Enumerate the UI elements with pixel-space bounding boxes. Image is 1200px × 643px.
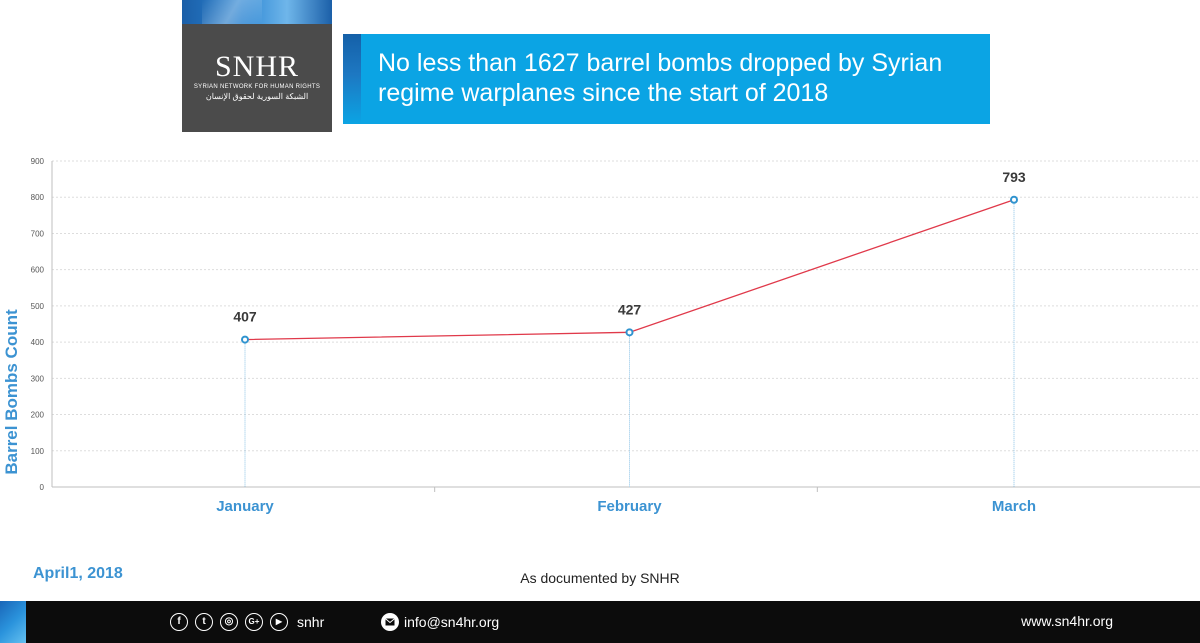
title-banner: No less than 1627 barrel bombs dropped b… — [343, 34, 990, 124]
y-tick-label: 200 — [31, 411, 45, 420]
twitter-icon[interactable]: t — [195, 613, 213, 631]
y-tick-label: 100 — [31, 447, 45, 456]
y-tick-label: 700 — [31, 229, 45, 238]
y-axis-label: Barrel Bombs Count — [2, 309, 21, 475]
logo-mark: SNHR — [214, 50, 300, 83]
y-tick-label: 0 — [40, 483, 45, 492]
snhr-logo: SNHR SYRIAN NETWORK FOR HUMAN RIGHTS الش… — [182, 0, 332, 132]
email-address[interactable]: info@sn4hr.org — [404, 614, 500, 630]
youtube-icon[interactable]: ▶ — [270, 613, 288, 631]
line-chart: 0 100 200 300 400 500 600 700 800 900 407 427 793 Jan… — [0, 140, 1200, 530]
y-tick-label: 800 — [31, 193, 45, 202]
logo-subtitle-ar: الشبكة السورية لحقوق الإنسان — [205, 92, 309, 101]
email-icon — [381, 613, 399, 631]
data-point — [1010, 195, 1018, 204]
website-link[interactable]: www.sn4hr.org — [1021, 613, 1113, 629]
email-contact[interactable]: info@sn4hr.org — [381, 611, 499, 633]
y-tick-label: 400 — [31, 338, 45, 347]
facebook-icon[interactable]: f — [170, 613, 188, 631]
data-point — [241, 335, 249, 344]
data-label: 793 — [1002, 169, 1026, 185]
y-tick-label: 300 — [31, 374, 45, 383]
y-tick-label: 600 — [31, 266, 45, 275]
data-point — [625, 328, 634, 337]
chart-headline: No less than 1627 barrel bombs dropped b… — [378, 49, 943, 107]
y-tick-label: 900 — [31, 157, 45, 166]
logo-subtitle-en: SYRIAN NETWORK FOR HUMAN RIGHTS — [193, 84, 321, 90]
data-label: 427 — [618, 301, 642, 317]
social-links: f t ◎ G+ ▶ snhr — [170, 611, 324, 633]
banner-edge — [343, 34, 361, 124]
corner-decoration — [0, 601, 26, 643]
x-tick-label: March — [992, 498, 1036, 515]
report-date: April1, 2018 — [33, 565, 123, 582]
x-tick-label: January — [216, 498, 274, 515]
social-handle[interactable]: snhr — [297, 614, 325, 630]
source-note: As documented by SNHR — [520, 570, 680, 586]
instagram-icon[interactable]: ◎ — [220, 613, 238, 631]
chart-svg: 0 100 200 300 400 500 600 700 800 900 407 427 793 Jan… — [31, 157, 1200, 515]
x-tick-label: February — [597, 498, 662, 515]
google-plus-icon[interactable]: G+ — [245, 613, 263, 631]
bottom-bar: f t ◎ G+ ▶ snhr info@sn4hr.org www.sn4hr… — [0, 601, 1200, 643]
y-axis-label-wrap: Barrel Bombs Count — [2, 267, 28, 517]
data-label: 407 — [233, 309, 257, 325]
logo-stripe — [182, 0, 332, 24]
y-tick-label: 500 — [31, 302, 45, 311]
